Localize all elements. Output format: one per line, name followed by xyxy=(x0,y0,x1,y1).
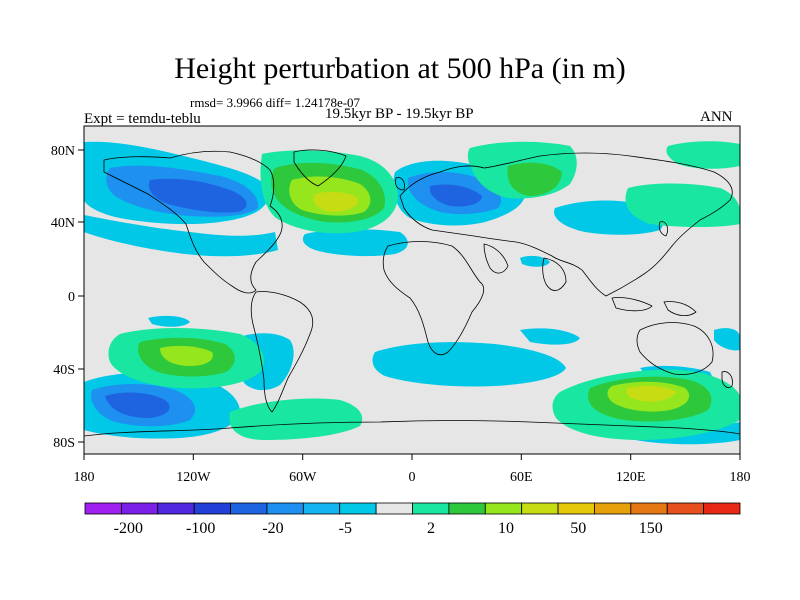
period-label: 19.5kyr BP - 19.5kyr BP xyxy=(325,106,474,122)
colorbar-swatch xyxy=(630,502,668,515)
colorbar-swatch xyxy=(594,502,632,515)
colorbar-swatch xyxy=(84,502,122,515)
lat-ticks xyxy=(78,149,84,443)
plot-title: Height perturbation at 500 hPa (in m) xyxy=(174,52,626,85)
lat-label: 40N xyxy=(51,216,75,231)
colorbar-swatch xyxy=(266,502,304,515)
map-panel xyxy=(84,126,740,454)
colorbar-swatch xyxy=(120,502,159,515)
lon-tick-labels: 180 120W 60W 0 60E 120E 180 xyxy=(74,470,751,485)
colorbar xyxy=(84,502,741,515)
colorbar-swatch xyxy=(230,502,268,515)
colorbar-swatch xyxy=(339,502,377,515)
colorbar-labels: -200 -100 -20 -5 2 10 50 150 xyxy=(114,520,663,537)
negative-anomalies xyxy=(84,141,740,445)
experiment-label: Expt = temdu-teblu xyxy=(84,111,201,127)
colorbar-swatch xyxy=(193,502,231,515)
colorbar-swatch xyxy=(557,502,595,515)
colorbar-label: 2 xyxy=(427,520,435,537)
stats-text: rmsd= 3.9966 diff= 1.24178e-07 xyxy=(190,95,361,110)
season-label: ANN xyxy=(700,109,733,125)
coastlines xyxy=(84,149,740,437)
colorbar-label: -200 xyxy=(114,520,143,537)
lon-label: 120W xyxy=(176,470,211,485)
lon-label: 0 xyxy=(409,470,416,485)
lon-label: 120E xyxy=(616,470,646,485)
colorbar-swatch xyxy=(521,502,559,515)
positive-anomalies xyxy=(108,141,740,440)
colorbar-swatch xyxy=(666,502,705,515)
colorbar-swatch xyxy=(375,502,413,515)
lon-label: 180 xyxy=(74,470,95,485)
colorbar-label: 10 xyxy=(498,520,514,537)
lat-label: 40S xyxy=(53,363,75,378)
colorbar-swatch xyxy=(412,502,450,515)
colorbar-label: 50 xyxy=(570,520,586,537)
lon-label: 180 xyxy=(730,470,751,485)
colorbar-swatch xyxy=(302,502,341,515)
lon-label: 60W xyxy=(289,470,317,485)
colorbar-label: -100 xyxy=(186,520,215,537)
colorbar-swatch xyxy=(703,502,741,515)
lon-ticks xyxy=(83,454,741,460)
lat-label: 80N xyxy=(51,144,75,159)
lat-label: 80S xyxy=(53,436,75,451)
colorbar-label: -5 xyxy=(339,520,352,537)
colorbar-label: 150 xyxy=(639,520,663,537)
colorbar-label: -20 xyxy=(262,520,283,537)
colorbar-swatch xyxy=(484,502,523,515)
lat-tick-labels: 80N 40N 0 40S 80S xyxy=(51,144,75,451)
lon-label: 60E xyxy=(510,470,533,485)
colorbar-swatch xyxy=(157,502,195,515)
lat-label: 0 xyxy=(68,290,75,305)
colorbar-swatch xyxy=(448,502,486,515)
